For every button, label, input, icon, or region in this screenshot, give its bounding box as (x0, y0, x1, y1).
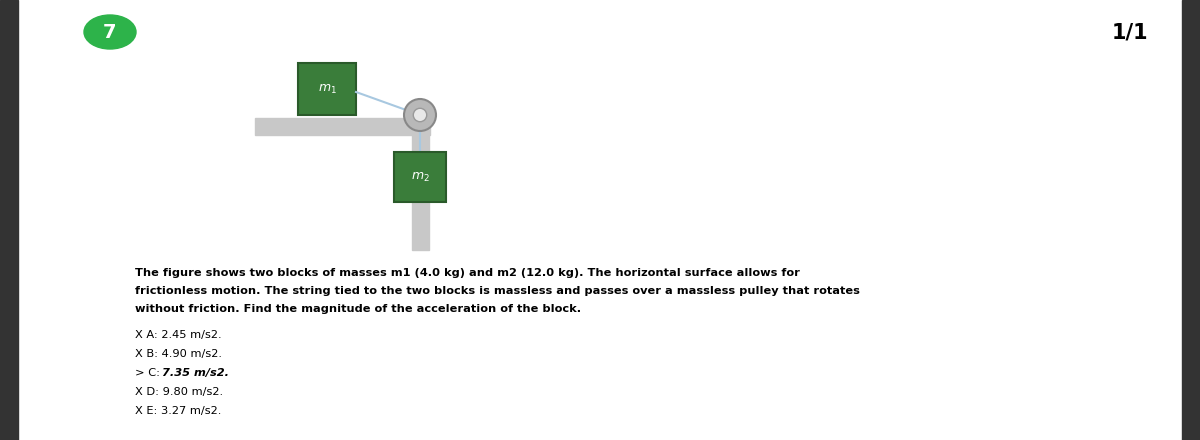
Circle shape (413, 108, 427, 122)
Bar (412, 118, 430, 250)
Text: without friction. Find the magnitude of the acceleration of the block.: without friction. Find the magnitude of … (134, 304, 581, 314)
Text: X D: 9.80 m/s2.: X D: 9.80 m/s2. (134, 387, 223, 397)
Text: $m_1$: $m_1$ (318, 82, 336, 95)
Circle shape (404, 99, 436, 131)
Text: X A: 2.45 m/s2.: X A: 2.45 m/s2. (134, 330, 222, 340)
Text: X E: 3.27 m/s2.: X E: 3.27 m/s2. (134, 406, 221, 416)
Text: $m_2$: $m_2$ (410, 170, 430, 183)
Text: 7: 7 (103, 22, 116, 41)
Text: 7.35 m/s2.: 7.35 m/s2. (162, 368, 229, 378)
Bar (1182, 0, 1200, 440)
Text: > C:: > C: (134, 368, 163, 378)
Text: The figure shows two blocks of masses m1 (4.0 kg) and m2 (12.0 kg). The horizont: The figure shows two blocks of masses m1… (134, 268, 800, 278)
Bar (256, 118, 430, 135)
Bar (394, 152, 446, 202)
Text: frictionless motion. The string tied to the two blocks is massless and passes ov: frictionless motion. The string tied to … (134, 286, 860, 296)
Text: 1/1: 1/1 (1111, 22, 1148, 42)
Bar (0, 0, 18, 440)
Text: X B: 4.90 m/s2.: X B: 4.90 m/s2. (134, 349, 222, 359)
Ellipse shape (84, 15, 136, 49)
Bar (298, 63, 356, 115)
